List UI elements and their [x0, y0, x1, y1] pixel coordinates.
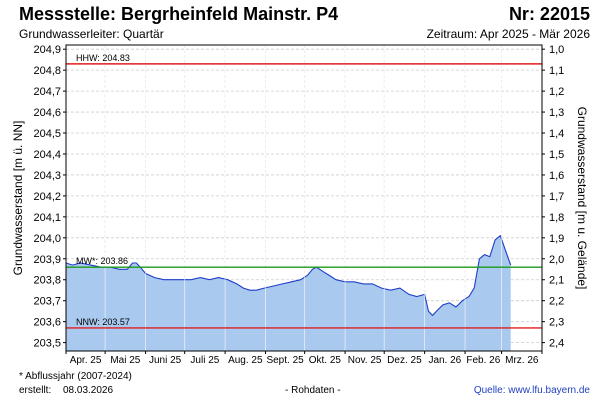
aquifer-label: Grundwasserleiter: Quartär [19, 27, 164, 41]
plot-frame [65, 44, 543, 352]
y-tick-label: 203,7 [33, 296, 61, 308]
created-date: 08.03.2026 [63, 385, 114, 396]
y2-tick-label: 1,9 [549, 233, 564, 245]
y-tick-label: 204,4 [33, 149, 61, 161]
station-title: Messstelle: Bergrheinfeld Mainstr. P4 [19, 4, 339, 24]
source-link[interactable]: www.lfu.bayern.de [508, 385, 590, 396]
x-tick-label: Feb. 26 [466, 355, 500, 366]
created-label: erstellt: [19, 385, 52, 396]
y2-tick-label: 1,6 [549, 170, 564, 182]
y-tick-label: 204,3 [33, 170, 61, 182]
y-tick-label: 204,7 [33, 86, 61, 98]
x-tick-label: Sept. 25 [266, 355, 304, 366]
x-tick-label: Apr. 25 [70, 355, 102, 366]
y2-tick-label: 2,0 [549, 254, 564, 266]
station-number: Nr: 22015 [508, 4, 590, 24]
y2-tick-label: 1,2 [549, 86, 564, 98]
x-tick-label: Mrz. 26 [505, 355, 539, 366]
x-tick-label: Juni 25 [149, 355, 182, 366]
y2-tick-label: 2,2 [549, 296, 564, 308]
y2-tick-label: 1,5 [549, 149, 564, 161]
y-tick-label: 203,8 [33, 275, 61, 287]
y-tick-label: 203,9 [33, 254, 61, 266]
x-tick-label: Nov. 25 [348, 355, 382, 366]
source: Quelle: www.lfu.bayern.de [474, 385, 590, 396]
x-tick-label: Aug. 25 [228, 355, 263, 366]
reference-label: MW*: 203.86 [76, 256, 128, 266]
source-label: Quelle: [473, 385, 506, 396]
y-tick-label: 204,6 [33, 107, 61, 119]
tick-labels: 203,5 203,6 203,7 203,8 203,9 204,0 204,1 204,2… [33, 44, 564, 366]
y-tick-label: 204,1 [33, 212, 61, 224]
y-tick-label: 203,5 [33, 338, 61, 350]
y2-tick-label: 2,1 [549, 275, 564, 287]
y2-tick-label: 1,3 [549, 107, 564, 119]
raw-data-note: - Rohdaten - [285, 385, 341, 396]
y-tick-label: 203,6 [33, 317, 61, 329]
x-tick-label: Okt. 25 [309, 355, 342, 366]
x-tick-label: Mai 25 [110, 355, 140, 366]
y-tick-label: 204,2 [33, 191, 61, 203]
y2-tick-label: 1,1 [549, 65, 564, 77]
y-axis-label-left: Grundwasserstand [m ü. NN] [11, 121, 25, 276]
y-tick-label: 204,8 [33, 65, 61, 77]
reference-label: NNW: 203.57 [76, 317, 130, 327]
y-tick-label: 204,0 [33, 233, 61, 245]
period-label: Zeitraum: Apr 2025 - Mär 2026 [426, 27, 590, 41]
y2-tick-label: 1,4 [549, 128, 564, 140]
x-tick-label: Juli 25 [190, 355, 219, 366]
water-level-line [65, 234, 512, 317]
y2-tick-label: 1,7 [549, 191, 564, 203]
y-axis-label-right: Grundwasserstand [m u. Gelände] [575, 107, 589, 290]
water-level-area [66, 235, 511, 351]
reference-label: HHW: 204.83 [76, 53, 130, 63]
y2-tick-label: 1,8 [549, 212, 564, 224]
y-tick-label: 204,9 [33, 44, 61, 56]
y2-tick-label: 2,3 [549, 317, 564, 329]
area-layer [65, 45, 543, 351]
y2-tick-label: 1,0 [549, 44, 564, 56]
x-tick-label: Jan. 26 [428, 355, 461, 366]
reference-lines: HHW: 204.83 MW*: 203.86 NNW: 203.57 [66, 53, 542, 329]
y2-tick-label: 2,4 [549, 338, 564, 350]
x-tick-label: Dez. 25 [387, 355, 422, 366]
footnote: * Abflussjahr (2007-2024) [19, 371, 132, 382]
y-tick-label: 204,5 [33, 128, 61, 140]
